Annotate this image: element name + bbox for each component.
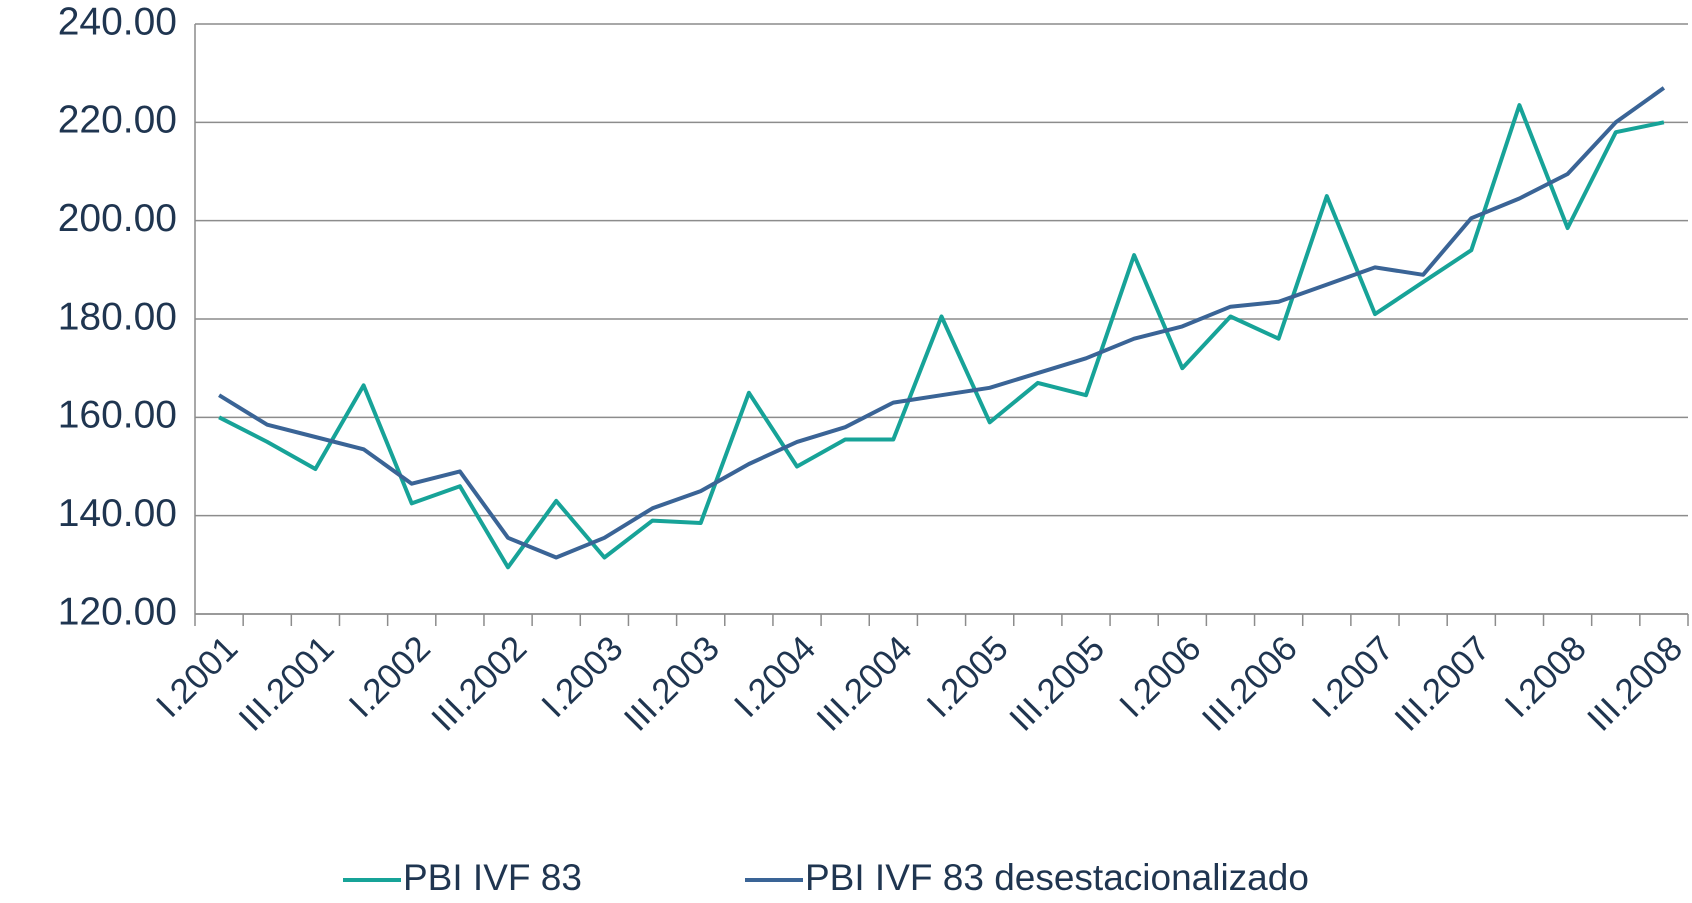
legend-label: PBI IVF 83 desestacionalizado <box>805 857 1309 898</box>
y-tick-label: 120.00 <box>58 590 177 633</box>
y-tick-label: 220.00 <box>58 99 177 142</box>
series-line <box>218 103 1665 570</box>
series-line <box>218 86 1666 560</box>
y-tick-label: 200.00 <box>58 197 177 240</box>
x-tick-label: III.2002 <box>424 629 534 739</box>
x-tick-label: III.2006 <box>1195 629 1305 739</box>
y-tick-label: 140.00 <box>58 492 177 535</box>
x-tick-label: III.2008 <box>1580 629 1690 739</box>
x-tick-label: III.2005 <box>1002 629 1112 739</box>
x-tick-label: III.2001 <box>231 629 341 739</box>
x-tick-label: III.2003 <box>617 629 727 739</box>
y-tick-label: 240.00 <box>58 0 177 43</box>
y-tick-label: 180.00 <box>58 295 177 338</box>
x-tick-label: III.2004 <box>809 629 919 739</box>
legend-label: PBI IVF 83 <box>403 857 582 898</box>
x-tick-label: III.2007 <box>1387 629 1497 739</box>
y-tick-label: 160.00 <box>58 394 177 437</box>
